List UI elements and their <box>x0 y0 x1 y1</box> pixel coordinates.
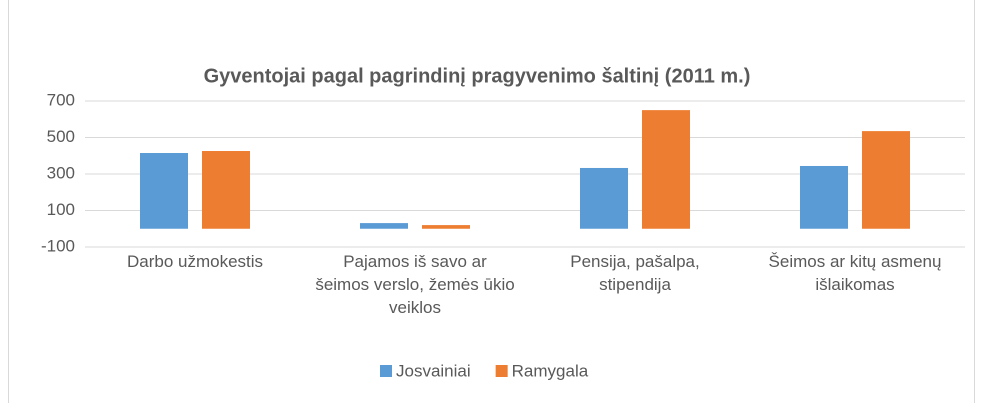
x-tick-label: Pajamos iš savo ar šeimos verslo, žemės … <box>315 252 515 317</box>
bar <box>862 131 910 229</box>
y-tick-label: 300 <box>47 163 75 182</box>
bar <box>140 153 188 229</box>
x-tick-label: Šeimos ar kitų asmenų išlaikomas <box>768 252 942 294</box>
y-tick-label: -100 <box>41 236 75 255</box>
bar <box>422 225 470 229</box>
y-tick-label: 500 <box>47 127 75 146</box>
x-tick-label: Pensija, pašalpa, stipendija <box>570 252 700 294</box>
legend-swatch <box>380 365 392 377</box>
bar <box>800 165 848 229</box>
bar <box>202 151 250 229</box>
x-tick-label: Darbo užmokestis <box>126 252 264 271</box>
legend-label: Ramygala <box>512 361 589 380</box>
y-tick-label: 100 <box>47 200 75 219</box>
bar <box>642 110 690 229</box>
bar <box>580 167 628 229</box>
bar <box>360 223 408 229</box>
chart-border <box>8 0 975 403</box>
legend-swatch <box>495 365 508 377</box>
legend-label: Josvainiai <box>396 361 471 380</box>
chart-title: Gyventojai pagal pagrindinį pragyvenimo … <box>204 65 751 87</box>
y-tick-label: 700 <box>47 90 75 109</box>
